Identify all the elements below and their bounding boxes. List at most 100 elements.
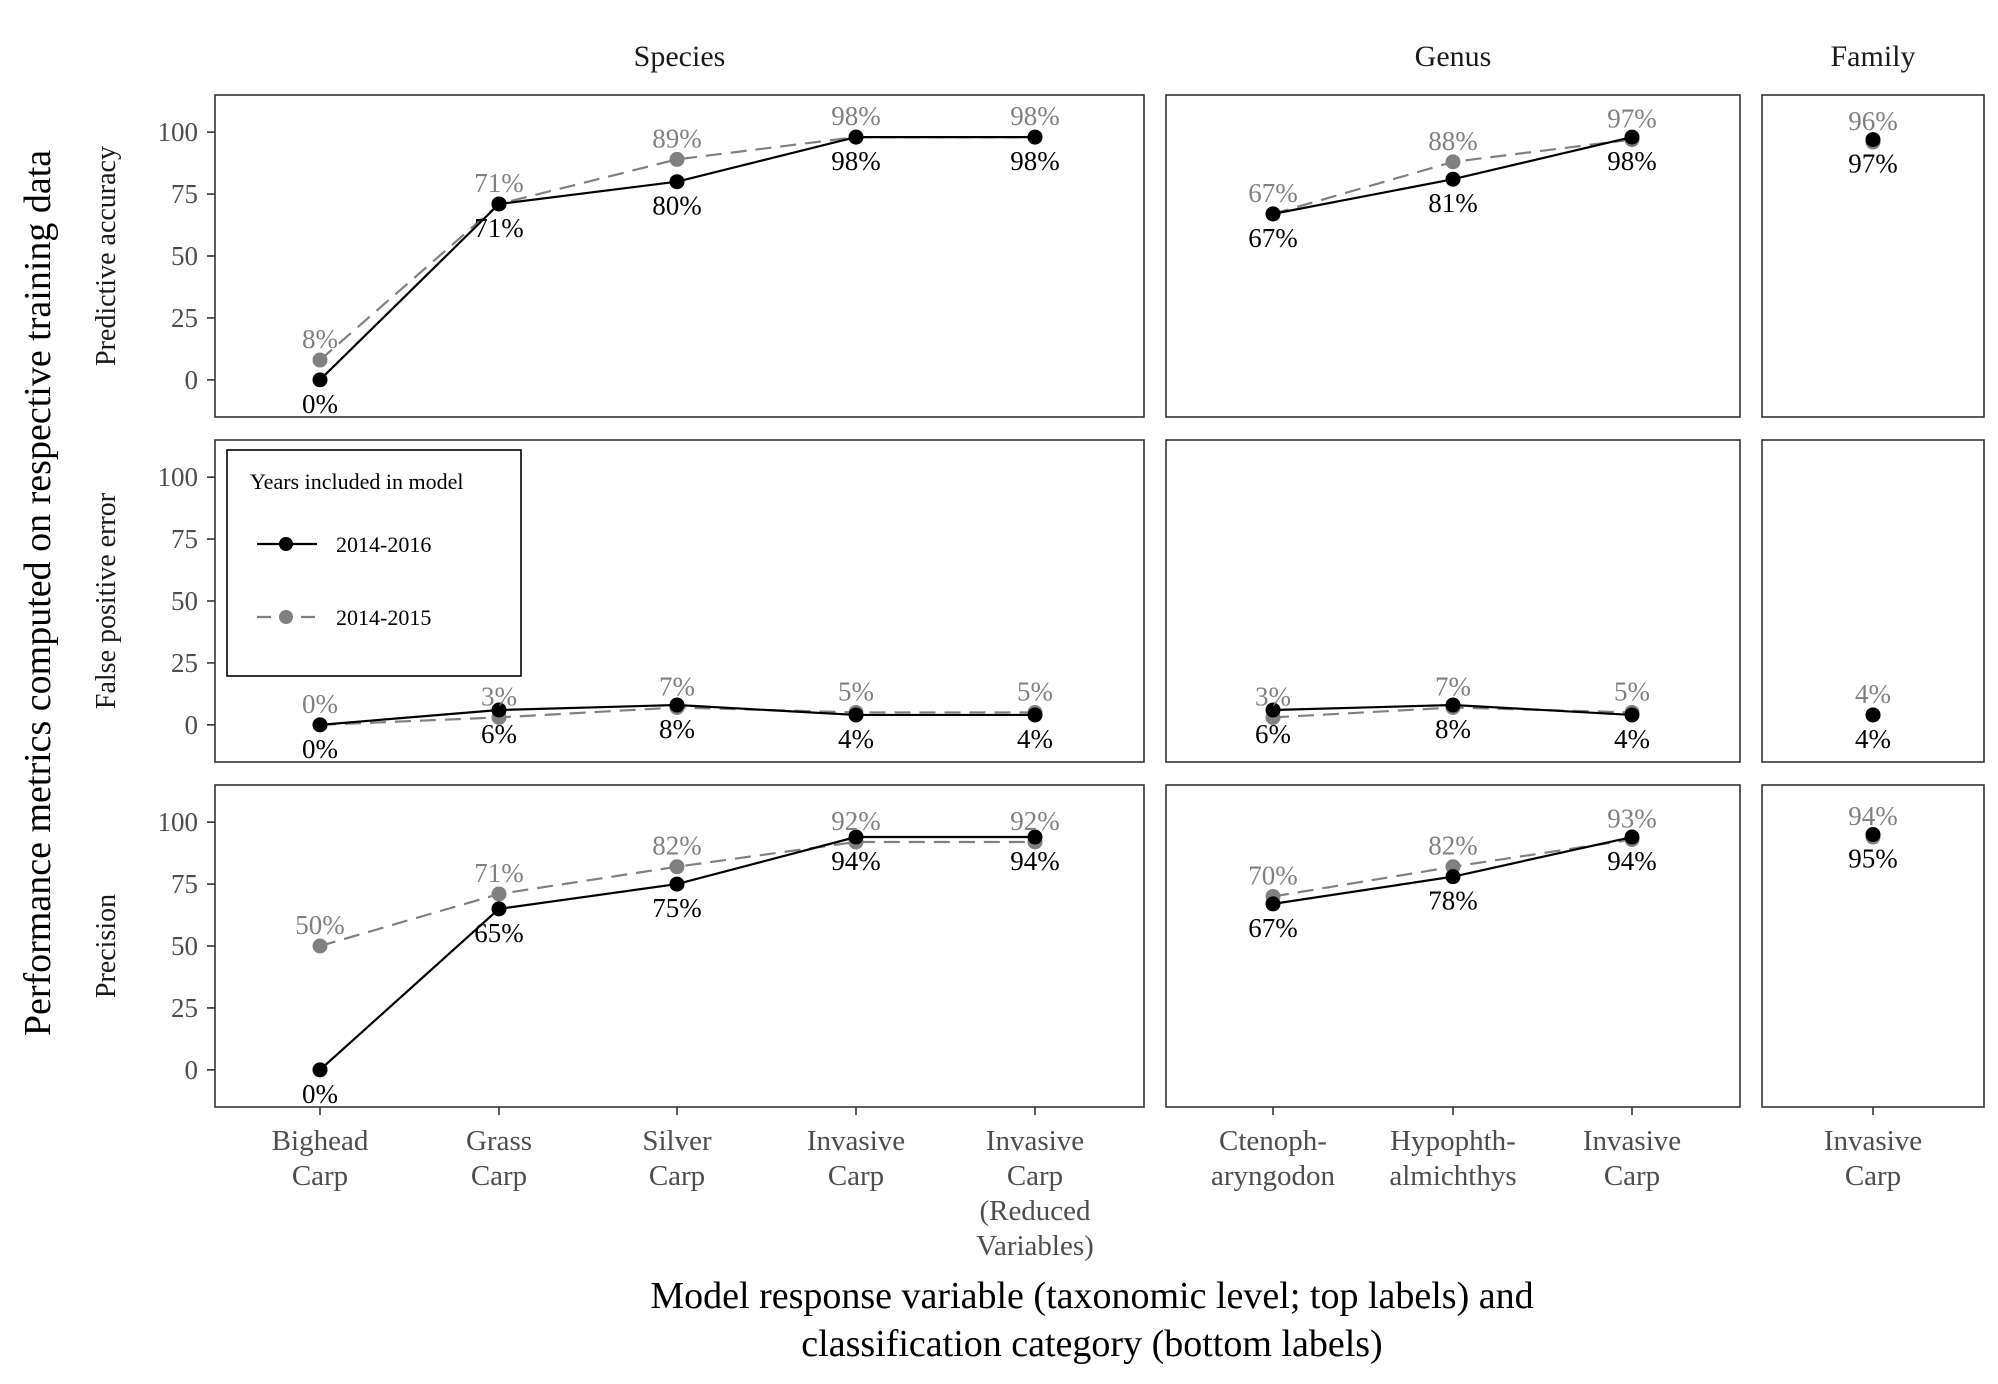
data-label-2014-2015: 7% xyxy=(1435,672,1471,702)
x-axis-title-line: classification category (bottom labels) xyxy=(801,1323,1382,1365)
panel-precision-species xyxy=(214,784,1145,1108)
data-label-2014-2016: 0% xyxy=(302,389,338,419)
y-tick-label: 75 xyxy=(171,869,198,899)
data-point-2014-2016 xyxy=(312,717,328,733)
data-label-2014-2016: 71% xyxy=(474,213,524,243)
data-label-2014-2015: 3% xyxy=(1255,681,1291,711)
y-tick-label: 25 xyxy=(171,303,198,333)
y-tick-label: 100 xyxy=(158,117,199,147)
facet-strip-genus: Genus xyxy=(1415,40,1492,73)
y-axis-title: Performance metrics computed on respecti… xyxy=(17,150,59,1036)
data-point-2014-2016 xyxy=(1027,707,1043,723)
data-label-2014-2015: 94% xyxy=(1848,801,1898,831)
x-category-label: Invasive xyxy=(986,1125,1084,1157)
data-label-2014-2016: 78% xyxy=(1428,886,1478,916)
data-point-2014-2016 xyxy=(1027,829,1043,845)
facet-strip-family: Family xyxy=(1830,40,1915,73)
x-category-label: Invasive xyxy=(1583,1125,1681,1157)
x-category-label: Variables) xyxy=(976,1230,1094,1262)
data-label-2014-2015: 98% xyxy=(1010,101,1060,131)
panel-predictive-accuracy-species xyxy=(214,94,1145,418)
y-tick-label: 25 xyxy=(171,993,198,1023)
data-point-2014-2016 xyxy=(1265,896,1281,912)
legend-title: Years included in model xyxy=(250,469,463,494)
y-tick-label: 25 xyxy=(171,648,198,678)
x-category-label: Silver xyxy=(642,1125,712,1157)
data-label-2014-2016: 81% xyxy=(1428,188,1478,218)
data-point-2014-2016 xyxy=(491,901,507,917)
data-label-2014-2016: 95% xyxy=(1848,844,1898,874)
data-point-2014-2016 xyxy=(1865,827,1881,843)
data-label-2014-2015: 67% xyxy=(1248,178,1298,208)
data-point-2014-2016 xyxy=(848,707,864,723)
data-label-2014-2016: 80% xyxy=(652,191,702,221)
data-point-2014-2015 xyxy=(312,352,328,368)
x-category-label: aryngodon xyxy=(1211,1160,1336,1192)
data-point-2014-2016 xyxy=(491,702,507,718)
row-label-false-positive-error: False positive error xyxy=(91,492,122,709)
y-tick-label: 75 xyxy=(171,524,198,554)
x-category-label: Carp xyxy=(292,1160,348,1192)
x-category-label: Carp xyxy=(471,1160,527,1192)
x-category-label: Hypophth- xyxy=(1390,1125,1516,1157)
data-label-2014-2016: 98% xyxy=(1607,146,1657,176)
data-point-2014-2016 xyxy=(1865,132,1881,148)
data-point-2014-2016 xyxy=(848,129,864,145)
data-point-2014-2015 xyxy=(312,938,328,954)
data-label-2014-2016: 75% xyxy=(652,893,702,923)
data-label-2014-2015: 7% xyxy=(659,672,695,702)
data-label-2014-2015: 97% xyxy=(1607,104,1657,134)
data-label-2014-2015: 71% xyxy=(474,168,524,198)
data-point-2014-2016 xyxy=(312,372,328,388)
y-tick-label: 50 xyxy=(171,241,198,271)
x-category-label: Bighead xyxy=(272,1125,369,1157)
data-label-2014-2015: 82% xyxy=(652,831,702,861)
y-tick-label: 0 xyxy=(185,1055,199,1085)
y-tick-label: 0 xyxy=(185,710,199,740)
facet-strip-species: Species xyxy=(634,40,726,73)
data-point-2014-2016 xyxy=(1865,707,1881,723)
x-category-label: Carp xyxy=(828,1160,884,1192)
data-label-2014-2015: 5% xyxy=(1017,676,1053,706)
data-label-2014-2016: 94% xyxy=(1010,846,1060,876)
data-point-2014-2016 xyxy=(848,829,864,845)
y-tick-label: 50 xyxy=(171,931,198,961)
x-category-label: Invasive xyxy=(1824,1125,1922,1157)
y-tick-label: 100 xyxy=(158,462,199,492)
x-category-label: Grass xyxy=(466,1125,532,1157)
data-point-2014-2016 xyxy=(669,697,685,713)
x-axis-title-line: Model response variable (taxonomic level… xyxy=(650,1275,1533,1317)
data-label-2014-2015: 5% xyxy=(1614,676,1650,706)
data-label-2014-2016: 8% xyxy=(1435,714,1471,744)
x-category-label: Carp xyxy=(1845,1160,1901,1192)
data-label-2014-2016: 0% xyxy=(302,734,338,764)
data-label-2014-2015: 89% xyxy=(652,123,702,153)
x-category-label: (Reduced xyxy=(979,1195,1091,1227)
data-point-2014-2016 xyxy=(669,876,685,892)
data-point-2014-2016 xyxy=(1265,702,1281,718)
data-point-2014-2016 xyxy=(669,174,685,190)
x-category-label: almichthys xyxy=(1389,1160,1516,1192)
x-category-label: Carp xyxy=(649,1160,705,1192)
panel-precision-genus xyxy=(1165,784,1741,1108)
data-label-2014-2016: 6% xyxy=(1255,719,1291,749)
data-point-2014-2015 xyxy=(669,859,685,875)
row-label-predictive-accuracy: Predictive accuracy xyxy=(91,146,122,366)
data-label-2014-2015: 88% xyxy=(1428,126,1478,156)
data-point-2014-2016 xyxy=(1265,206,1281,222)
data-label-2014-2016: 0% xyxy=(302,1079,338,1109)
data-point-2014-2016 xyxy=(1624,129,1640,145)
data-label-2014-2015: 71% xyxy=(474,858,524,888)
data-label-2014-2016: 67% xyxy=(1248,223,1298,253)
data-label-2014-2016: 98% xyxy=(1010,146,1060,176)
data-point-2014-2015 xyxy=(1445,154,1461,170)
data-label-2014-2016: 65% xyxy=(474,918,524,948)
legend: Years included in model 2014-2016 2014-201… xyxy=(226,449,522,677)
data-label-2014-2016: 94% xyxy=(1607,846,1657,876)
data-label-2014-2015: 92% xyxy=(831,806,881,836)
data-label-2014-2015: 50% xyxy=(295,910,345,940)
data-label-2014-2016: 8% xyxy=(659,714,695,744)
data-point-2014-2016 xyxy=(1445,697,1461,713)
data-point-2014-2016 xyxy=(1624,707,1640,723)
data-label-2014-2015: 5% xyxy=(838,676,874,706)
